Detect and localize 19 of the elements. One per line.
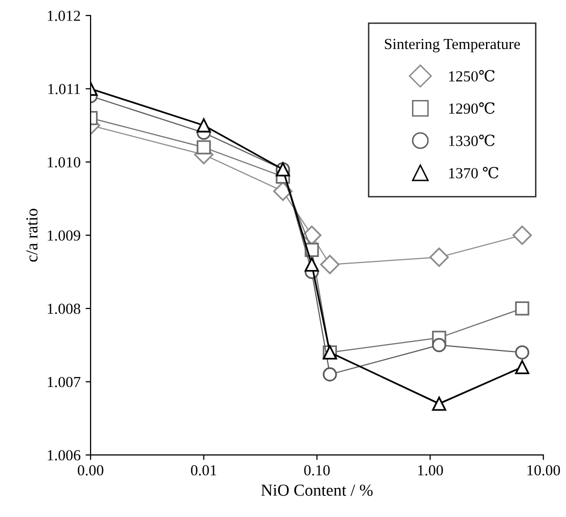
x-tick-label: 10.00 [528, 465, 560, 476]
y-tick-label: 1.006 [48, 450, 80, 460]
legend-label: 1370 ℃ [449, 166, 498, 178]
legend-label: 1290℃ [449, 102, 495, 114]
x-tick-label: 0.10 [304, 465, 330, 476]
y-tick-label: 1.008 [48, 304, 80, 314]
legend-title: Sintering Temperature [384, 38, 520, 52]
y-tick-label: 1.009 [48, 230, 80, 241]
y-tick-label: 1.011 [48, 84, 80, 94]
y-tick-label: 1.010 [48, 157, 80, 168]
x-tick-label: 0.00 [78, 465, 104, 476]
y-tick-label: 1.007 [48, 376, 80, 388]
legend-label: 1250℃ [449, 70, 495, 82]
y-tick-label: 1.012 [48, 10, 80, 22]
legend-label: 1330℃ [449, 134, 495, 146]
x-tick-label: 0.01 [190, 465, 216, 476]
x-axis-title: NiO Content / % [261, 484, 373, 496]
y-axis-title: c/a ratio [26, 208, 38, 262]
x-tick-label: 1.00 [418, 465, 443, 476]
